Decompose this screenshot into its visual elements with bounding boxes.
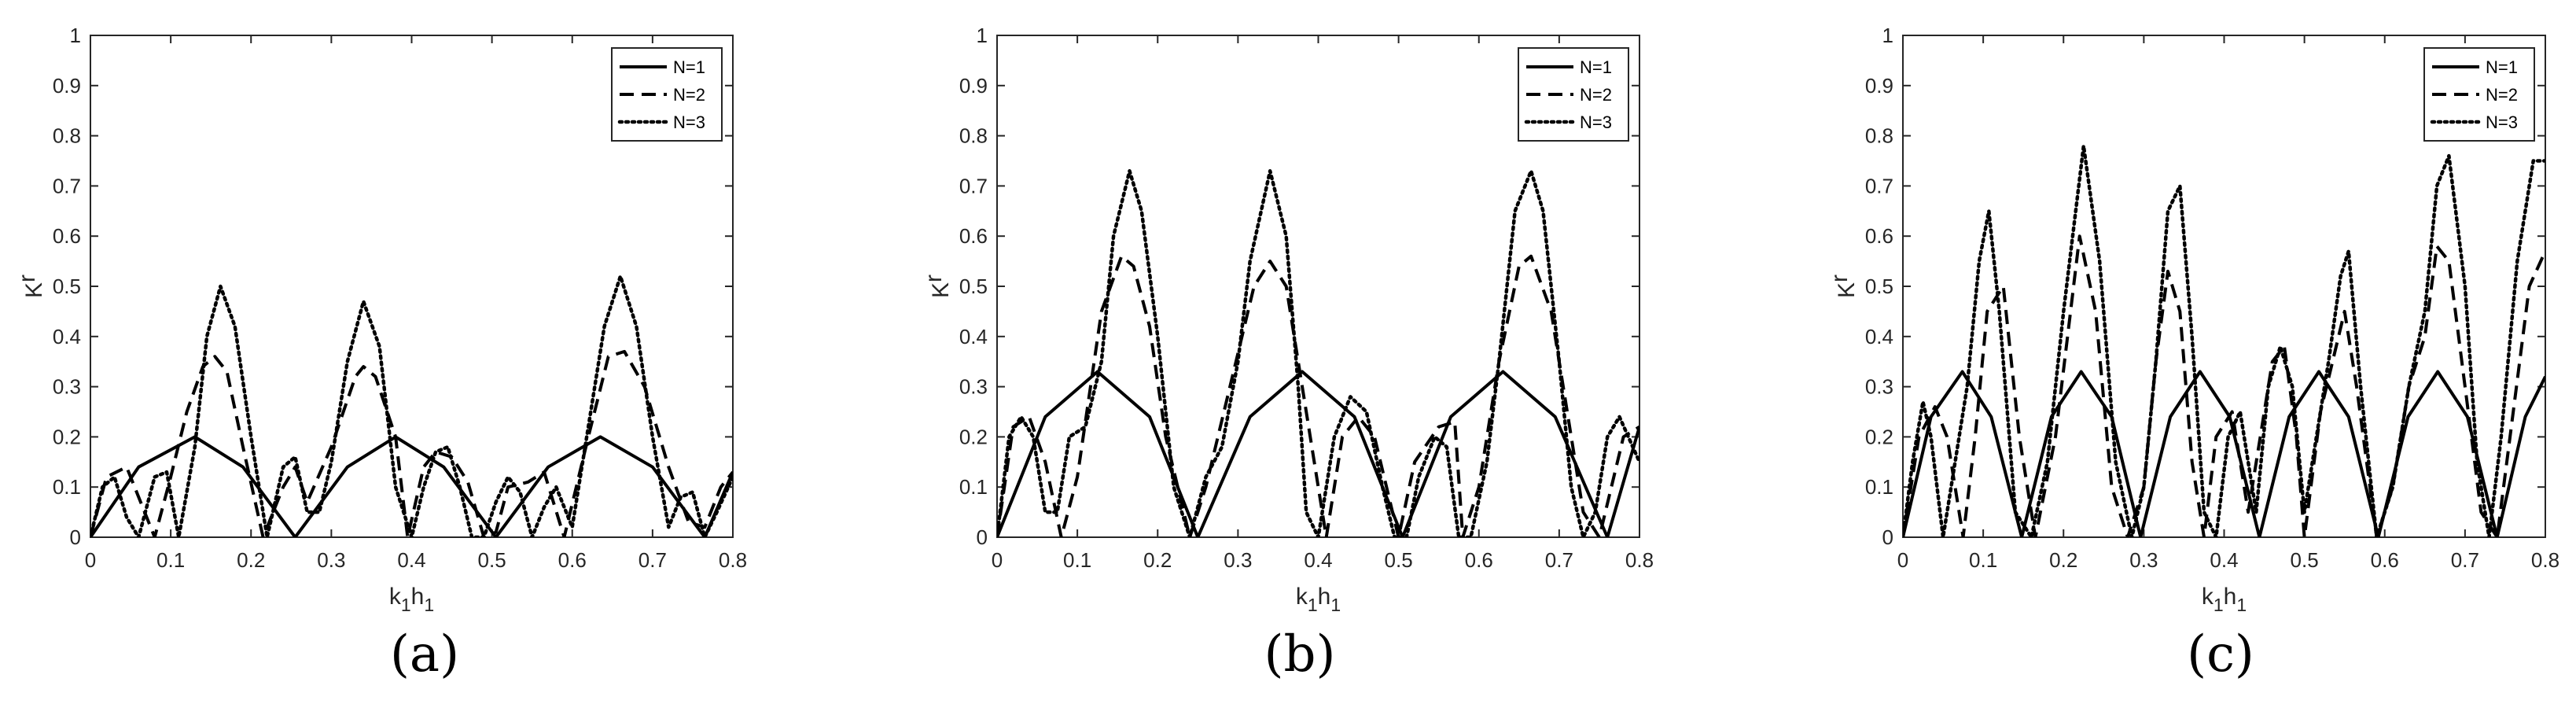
y-tick-label: 0.7 <box>1865 174 1893 197</box>
y-tick-label: 0.3 <box>959 375 988 399</box>
x-tick-label: 0.3 <box>1224 548 1252 572</box>
legend-label: N=1 <box>2486 57 2518 77</box>
y-tick-label: 0.9 <box>959 74 988 98</box>
x-tick-label: 0.6 <box>2371 548 2399 572</box>
x-tick-label: 0.8 <box>2531 548 2559 572</box>
legend-label: N=1 <box>673 57 705 77</box>
legend: N=1 N=2 N=3 <box>1518 47 1629 142</box>
y-tick-label: 0.6 <box>1865 224 1893 248</box>
x-tick-label: 0.3 <box>317 548 345 572</box>
y-tick-label: 0 <box>70 525 81 549</box>
chart-panel-2: 0 0.1 0.2 0.3 0.4 0.5 0.6 0.7 0.8 0 0.1 0.2 0.3 0.4 0.… <box>921 24 1654 615</box>
y-tick-label: 1 <box>1882 24 1893 47</box>
series-line-n-3 <box>1903 144 2545 537</box>
y-axis-label: Kr <box>1827 275 1860 298</box>
y-tick-label: 0.3 <box>53 375 81 399</box>
series-line-n-1 <box>997 370 1639 537</box>
x-tick-label: 0 <box>992 548 1003 572</box>
y-tick-label: 0.7 <box>959 174 988 197</box>
x-tick-label: 0.2 <box>237 548 265 572</box>
series-line-n-3 <box>997 169 1639 537</box>
y-tick-label: 0.7 <box>53 174 81 197</box>
y-tick-label: 0.3 <box>1865 375 1893 399</box>
x-tick-label: 0.7 <box>2451 548 2479 572</box>
legend: N=1 N=2 N=3 <box>2423 47 2535 142</box>
chart-panel-3: 0 0.1 0.2 0.3 0.4 0.5 0.6 0.7 0.8 0 0.1 0.2 0.3 0.4 0.… <box>1827 24 2559 615</box>
panel-label-c: (c) <box>2187 625 2254 684</box>
series-line-n-2 <box>997 254 1639 537</box>
series-line-n-2 <box>1903 234 2545 537</box>
x-tick-label: 0 <box>1897 548 1908 572</box>
y-tick-label: 0.2 <box>959 425 988 448</box>
x-tick-label: 0.4 <box>397 548 425 572</box>
y-tick-label: 0.1 <box>1865 475 1893 499</box>
y-tick-label: 0.9 <box>1865 74 1893 98</box>
legend-label: N=3 <box>1580 112 1612 132</box>
x-tick-label: 0.4 <box>1304 548 1332 572</box>
legend-label: N=2 <box>1580 85 1612 105</box>
y-tick-label: 0.4 <box>1865 325 1893 348</box>
y-tick-label: 0.8 <box>53 124 81 148</box>
x-tick-label: 0.6 <box>558 548 587 572</box>
x-tick-label: 0.8 <box>719 548 747 572</box>
y-tick-label: 0.5 <box>959 275 988 298</box>
x-tick-label: 0.1 <box>156 548 185 572</box>
y-tick-label: 1 <box>70 24 81 47</box>
y-tick-label: 0.6 <box>53 224 81 248</box>
x-tick-label: 0.1 <box>1063 548 1091 572</box>
x-axis-label: k1h1 <box>389 584 434 615</box>
x-tick-label: 0.1 <box>1969 548 1997 572</box>
x-tick-label: 0.6 <box>1465 548 1493 572</box>
x-tick-label: 0.5 <box>478 548 506 572</box>
series-line-n-2 <box>90 349 733 537</box>
y-tick-label: 0.8 <box>959 124 988 148</box>
y-tick-label: 0.4 <box>53 325 81 348</box>
y-tick-label: 0 <box>1882 525 1893 549</box>
series-line-n-1 <box>90 435 733 537</box>
y-axis-label: Kr <box>921 275 954 298</box>
x-tick-label: 0.5 <box>1385 548 1413 572</box>
y-tick-label: 0.1 <box>959 475 988 499</box>
series-line-n-3 <box>90 274 733 537</box>
y-tick-label: 0.9 <box>53 74 81 98</box>
x-axis-label: k1h1 <box>1296 584 1341 615</box>
y-tick-label: 0.2 <box>1865 425 1893 448</box>
x-axis-label: k1h1 <box>2202 584 2247 615</box>
y-axis-label: Kr <box>14 275 47 298</box>
legend-label: N=2 <box>2486 85 2518 105</box>
x-tick-label: 0 <box>85 548 96 572</box>
y-tick-label: 1 <box>977 24 988 47</box>
x-tick-label: 0.2 <box>2049 548 2077 572</box>
legend: N=1 N=2 N=3 <box>611 47 723 142</box>
y-tick-label: 0.4 <box>959 325 988 348</box>
chart-panel-1: 0 0.1 0.2 0.3 0.4 0.5 0.6 0.7 0.8 0 0.1 0.2 0.3 0.4 0.… <box>14 24 747 615</box>
y-tick-label: 0 <box>977 525 988 549</box>
x-tick-label: 0.4 <box>2210 548 2238 572</box>
legend-label: N=1 <box>1580 57 1612 77</box>
x-tick-label: 0.5 <box>2291 548 2319 572</box>
x-tick-label: 0.2 <box>1143 548 1172 572</box>
y-tick-label: 0.5 <box>53 275 81 298</box>
series-line-n-1 <box>1903 370 2545 537</box>
panel-label-b: (b) <box>1264 625 1336 684</box>
y-tick-label: 0.5 <box>1865 275 1893 298</box>
legend-label: N=2 <box>673 85 705 105</box>
legend-label: N=3 <box>2486 112 2518 132</box>
y-tick-label: 0.2 <box>53 425 81 448</box>
x-tick-label: 0.3 <box>2129 548 2158 572</box>
legend-label: N=3 <box>673 112 705 132</box>
panel-label-a: (a) <box>389 625 460 684</box>
y-tick-label: 0.8 <box>1865 124 1893 148</box>
x-tick-label: 0.7 <box>1545 548 1573 572</box>
x-tick-label: 0.7 <box>638 548 667 572</box>
x-tick-label: 0.8 <box>1625 548 1654 572</box>
y-tick-label: 0.1 <box>53 475 81 499</box>
y-tick-label: 0.6 <box>959 224 988 248</box>
